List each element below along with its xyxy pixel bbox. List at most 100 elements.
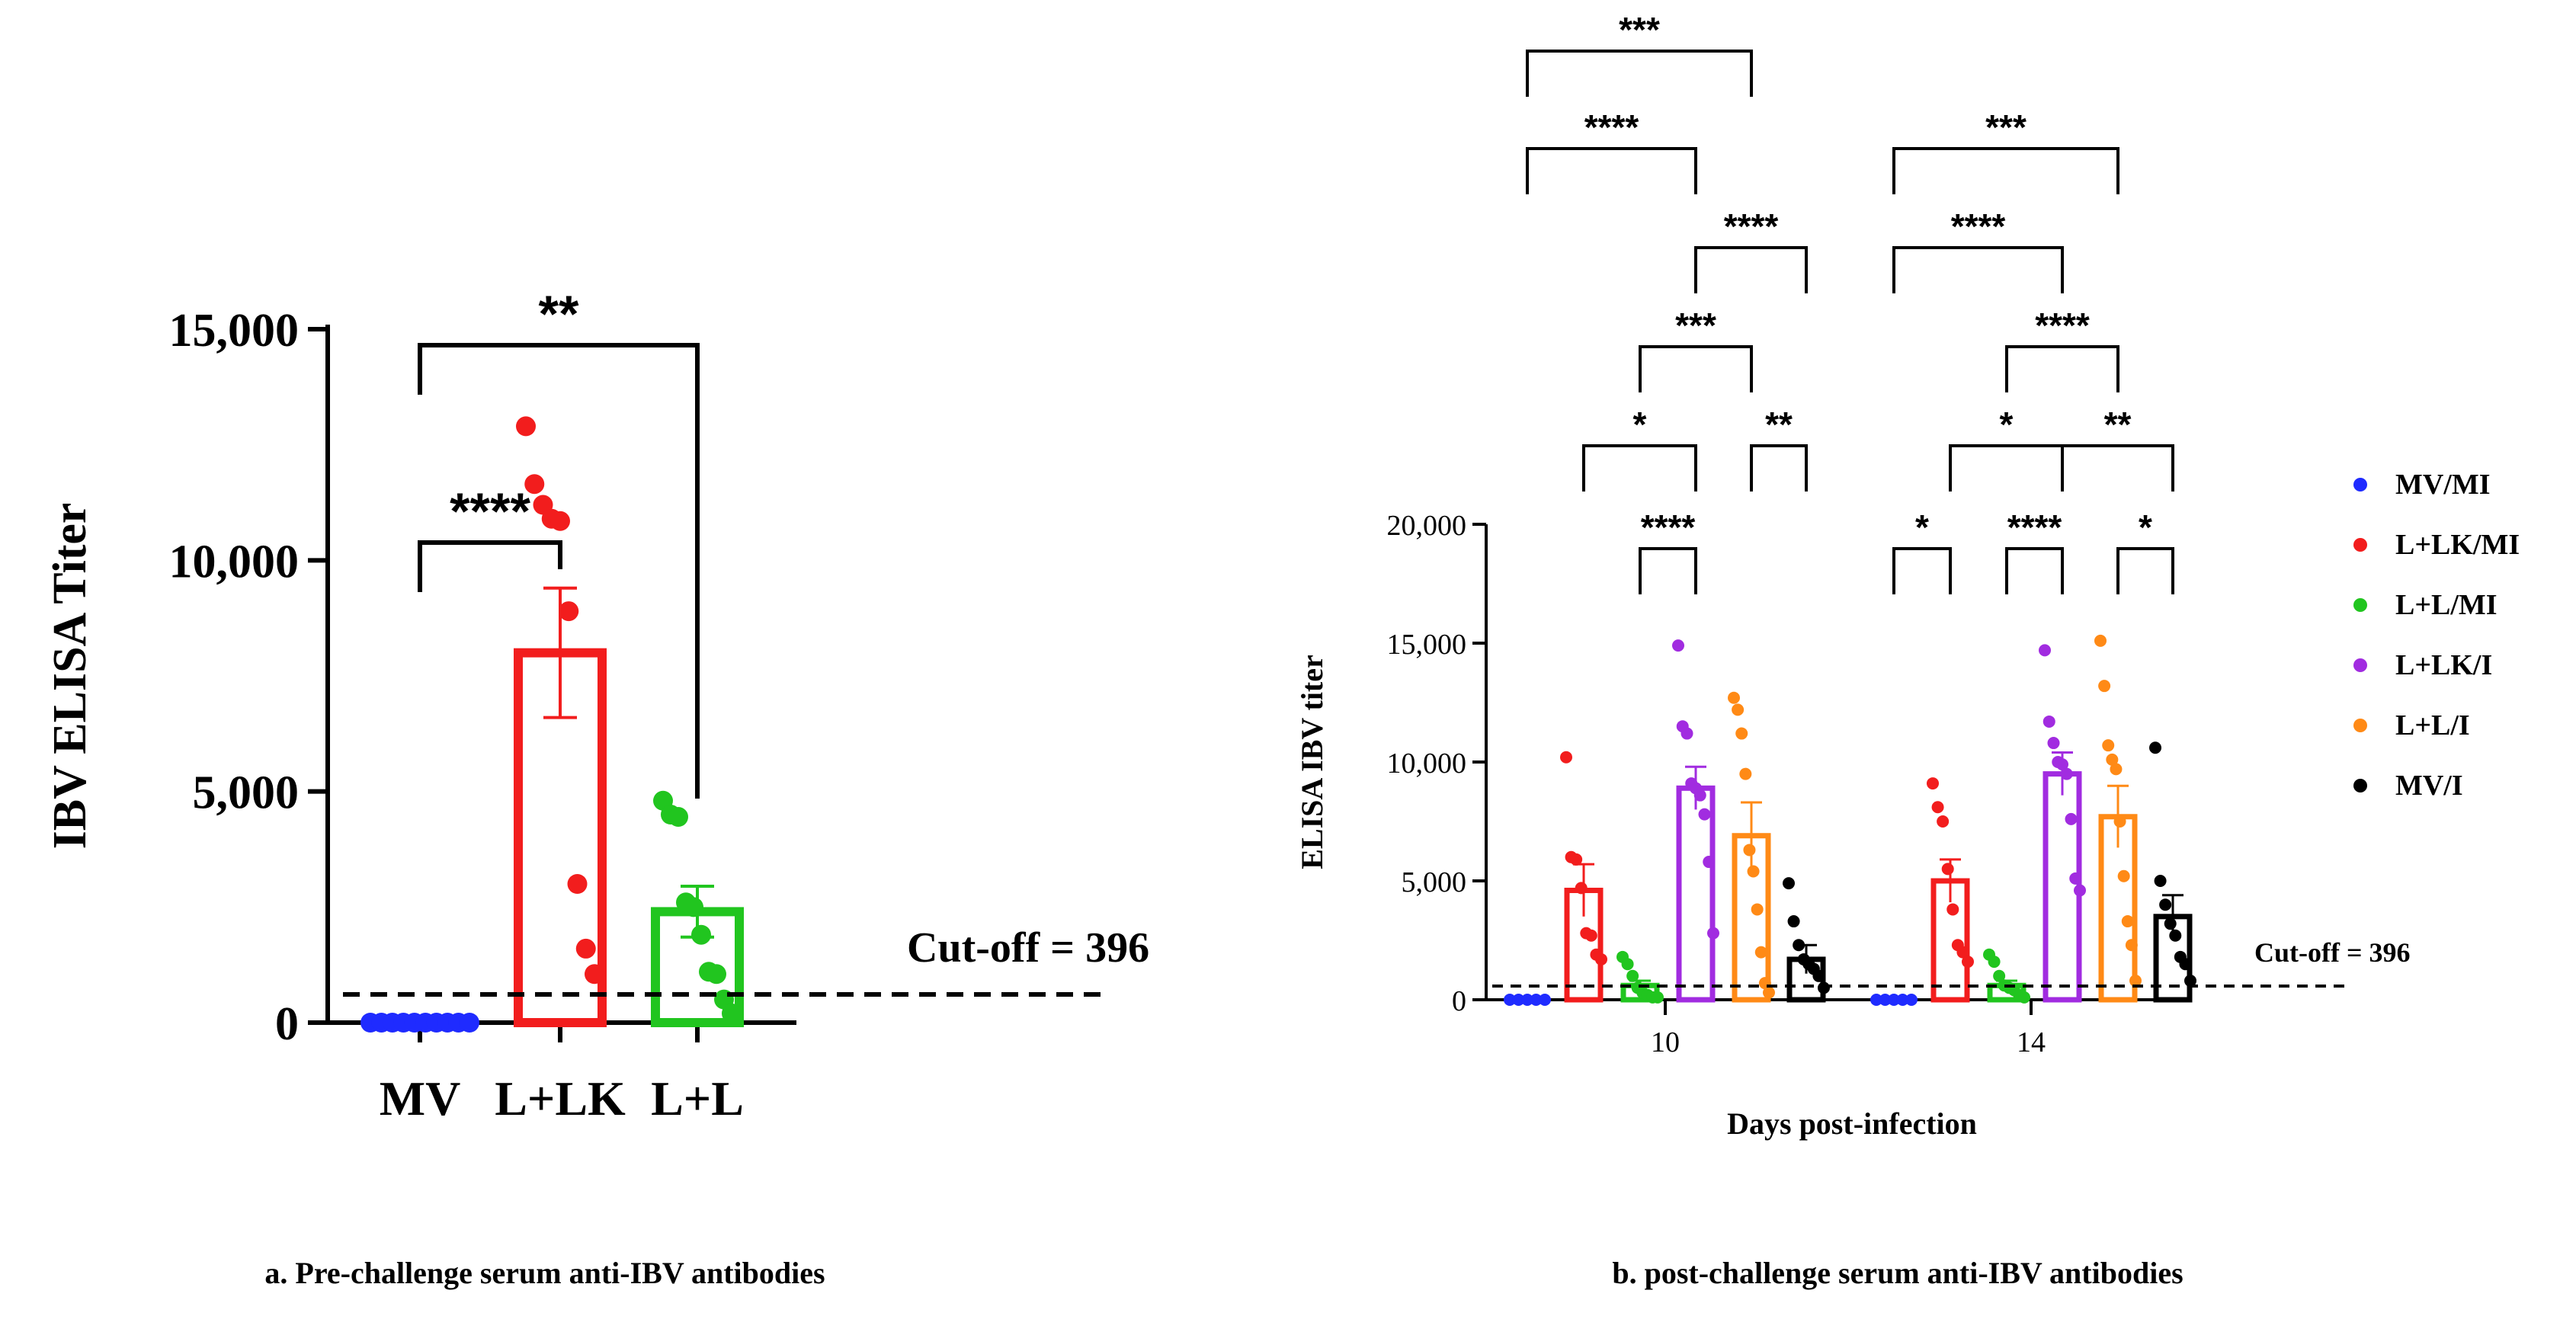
data-point (1626, 969, 1639, 982)
legend-label: MV/I (2395, 770, 2463, 802)
data-point (2043, 715, 2055, 728)
data-point (1763, 986, 1775, 999)
data-point (1672, 639, 1684, 652)
data-point (1818, 981, 1830, 994)
significance-label: * (1915, 508, 1929, 547)
data-point (2154, 875, 2167, 887)
y-tick-label: 15,000 (169, 305, 300, 357)
data-point (1946, 903, 1959, 916)
x-tick-label: L+LK (495, 1071, 626, 1125)
data-point (1754, 946, 1767, 959)
significance-label: *** (1985, 107, 2027, 147)
significance-bracket (2116, 547, 2174, 594)
significance-bracket (2061, 444, 2174, 491)
panel-b-caption: b. post-challenge serum anti-IBV antibod… (1612, 1256, 2183, 1290)
significance-bracket (1639, 547, 1697, 594)
significance-label: * (2139, 508, 2152, 547)
data-point (550, 511, 570, 531)
data-point (2125, 939, 2138, 952)
significance-bracket (2005, 547, 2064, 594)
data-point (1595, 953, 1607, 965)
data-point (684, 897, 703, 917)
legend: MV/MI L+LK/MI L+L/MI L+LK/I L+L/I MV/I (2353, 469, 2520, 802)
significance-label: **** (450, 482, 530, 540)
data-point (2149, 741, 2161, 754)
significance-label: **** (1584, 107, 1639, 147)
data-point (1747, 865, 1760, 878)
data-point (1896, 994, 1909, 1006)
data-point (1698, 808, 1711, 821)
data-point (1707, 927, 1719, 940)
significance-bracket (1639, 345, 1753, 392)
data-point (1652, 991, 1664, 1004)
data-point (1728, 691, 1740, 704)
legend-marker (2353, 658, 2367, 672)
significance-bracket (2005, 345, 2119, 392)
panel-a-chart: 0 5,000 10,000 15,000 IBV ELISA Titer MV L+LK L… (44, 285, 1149, 1125)
data-point (1584, 929, 1597, 942)
significance-label: **** (1951, 207, 2006, 246)
data-point (2102, 739, 2115, 752)
data-point (691, 924, 711, 945)
significance-bracket (1949, 444, 2064, 491)
significance-bracket (1892, 147, 2119, 194)
data-point (1560, 751, 1572, 764)
x-tick-label: 14 (2017, 1026, 2046, 1058)
data-point (1680, 727, 1693, 740)
data-point (524, 474, 545, 495)
x-axis-label: Days post-infection (1727, 1106, 1977, 1141)
data-point (722, 1003, 742, 1023)
data-point (2056, 758, 2068, 771)
panel-a-caption: a. Pre-challenge serum anti-IBV antibodi… (264, 1256, 825, 1290)
data-point (1988, 956, 2001, 969)
significance-bracket (1526, 50, 1753, 97)
significance-label: **** (2007, 508, 2062, 547)
data-point (575, 938, 596, 959)
data-point (2074, 884, 2086, 897)
data-point (2129, 975, 2142, 988)
y-axis-label: IBV ELISA Titer (44, 503, 96, 850)
x-tick-label: MV (380, 1071, 461, 1125)
legend-label: L+LK/I (2395, 649, 2492, 681)
data-point (1621, 958, 1634, 971)
data-point (2106, 753, 2119, 766)
data-point (2039, 644, 2051, 657)
legend-marker (2353, 719, 2367, 732)
data-point (1927, 777, 1939, 790)
cutoff-label: Cut-off = 396 (2254, 937, 2411, 968)
y-tick-label: 15,000 (1387, 629, 1467, 661)
data-point (1783, 877, 1795, 890)
data-point (1993, 969, 2006, 982)
significance-label: *** (1619, 10, 1660, 50)
significance-label: ** (1765, 405, 1793, 444)
data-point (1787, 915, 1800, 928)
y-tick-label: 0 (1452, 985, 1466, 1017)
legend-label: L+LK/MI (2395, 529, 2520, 561)
data-point (1879, 994, 1892, 1006)
significance-bracket (1526, 147, 1697, 194)
significance-label: ** (2104, 405, 2132, 444)
data-point (1956, 946, 1969, 959)
data-point (559, 601, 579, 622)
data-point (1931, 801, 1944, 814)
y-tick-label: 0 (275, 998, 299, 1050)
data-point (585, 964, 604, 985)
data-point (2069, 872, 2082, 885)
data-point (1888, 994, 1900, 1006)
data-point (1521, 994, 1533, 1006)
data-point (1512, 994, 1525, 1006)
data-point (2179, 958, 2192, 971)
data-point (2094, 634, 2107, 647)
significance-label: *** (1675, 306, 1716, 345)
data-point (1812, 969, 1825, 982)
x-tick-label: 10 (1651, 1026, 1680, 1058)
data-point (2060, 767, 2073, 780)
y-tick-label: 20,000 (1387, 510, 1467, 542)
data-point (2113, 815, 2126, 828)
legend-marker (2353, 478, 2367, 491)
data-point (1530, 994, 1543, 1006)
data-point (1793, 939, 1805, 952)
significance-bracket (1892, 547, 1952, 594)
data-point (1905, 994, 1918, 1006)
